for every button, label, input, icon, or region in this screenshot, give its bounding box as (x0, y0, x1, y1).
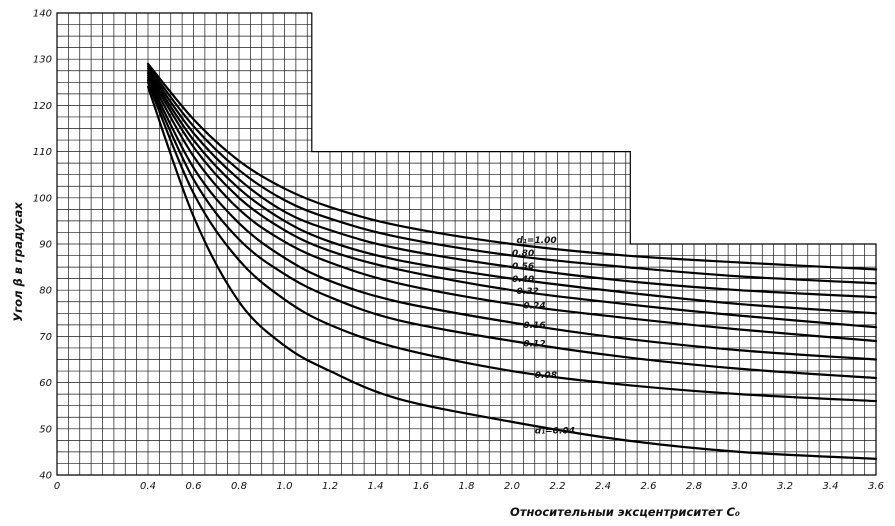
grid (56, 12, 877, 476)
y-tick-label: 130 (33, 55, 52, 66)
y-tick-label: 70 (39, 332, 52, 343)
curve-label-3: 0.56 (512, 262, 534, 272)
curve-1 (146, 62, 878, 271)
x-tick-label: 2.0 (504, 481, 520, 492)
curve-label-6: 0.24 (523, 302, 545, 312)
y-tick-label: 100 (33, 193, 52, 204)
curve-label-5: 0.32 (517, 287, 539, 297)
curve-2 (146, 65, 878, 285)
curve-label-7: 0.16 (523, 321, 545, 331)
curve-4 (146, 69, 878, 315)
curve-8 (146, 78, 878, 380)
y-tick-label: 60 (39, 378, 52, 389)
curves (146, 62, 878, 460)
x-tick-label: 2.2 (550, 481, 566, 492)
curve-7 (146, 76, 878, 361)
curve-label-2: 0.80 (512, 249, 534, 259)
curve-label-8: 0.12 (523, 340, 545, 350)
y-tick-label: 80 (39, 286, 52, 297)
x-tick-label: 0.4 (140, 481, 156, 492)
curve-label-4: 0.40 (512, 275, 534, 285)
curve-6 (146, 74, 878, 343)
x-tick-label: 0 (54, 481, 60, 492)
x-tick-label: 2.4 (595, 481, 611, 492)
plot-frame (56, 12, 877, 476)
x-tick-label: 1.6 (413, 481, 429, 492)
x-tick-label: 3.4 (823, 481, 839, 492)
curve-3 (146, 67, 878, 299)
x-tick-label: 1.0 (277, 481, 293, 492)
x-tick-label: 2.6 (641, 481, 657, 492)
tick-labels: 0 0.4 0.6 0.8 1.0 1.2 1.4 1.6 1.8 2.0 2.2 2.4 2.6 2.8… (33, 9, 884, 493)
curve-label-1: d₁=1.00 (517, 236, 557, 246)
curve-9 (146, 81, 878, 403)
curve-labels: d₁=1.00 0.80 0.56 0.40 0.32 0.24 0.16 0.12 0.08 d… (512, 236, 575, 436)
curve-10 (146, 85, 878, 460)
curve-5 (146, 71, 878, 329)
y-tick-label: 120 (33, 101, 52, 112)
x-tick-label: 1.4 (368, 481, 384, 492)
x-tick-label: 0.6 (186, 481, 202, 492)
y-tick-label: 140 (33, 9, 52, 20)
y-tick-label: 110 (33, 147, 52, 158)
x-tick-label: 0.8 (231, 481, 247, 492)
y-tick-label: 40 (39, 471, 52, 482)
x-tick-label: 1.2 (322, 481, 338, 492)
curve-label-10: d₁=0.04 (535, 426, 575, 436)
x-tick-label: 3.0 (732, 481, 748, 492)
x-tick-label: 3.2 (777, 481, 793, 492)
x-tick-label: 2.8 (686, 481, 702, 492)
y-tick-label: 90 (39, 240, 52, 251)
x-tick-label: 3.6 (868, 481, 884, 492)
y-tick-label: 50 (39, 424, 52, 435)
y-axis-title: Угол β в градусах (11, 202, 25, 322)
x-tick-label: 1.8 (459, 481, 475, 492)
x-axis-title: Относительныи эксцентриситет C₀ (510, 505, 740, 519)
curve-label-9: 0.08 (535, 371, 557, 381)
